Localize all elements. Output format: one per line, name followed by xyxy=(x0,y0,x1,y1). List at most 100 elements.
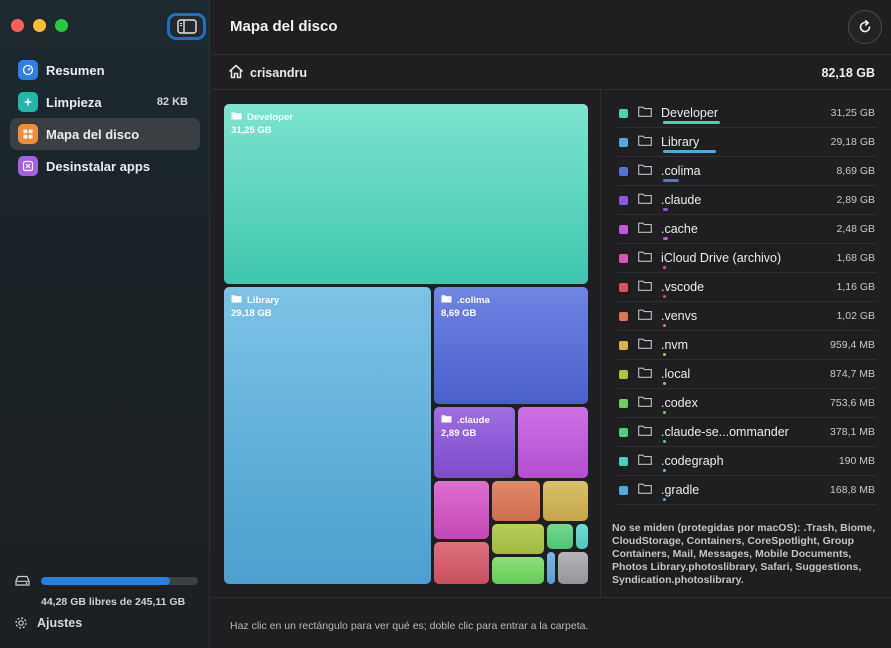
treemap-tile-library[interactable]: Library 29,18 GB xyxy=(224,287,431,584)
folder-size: 2,48 GB xyxy=(836,223,875,235)
size-share-bar xyxy=(663,237,668,240)
folder-size: 1,68 GB xyxy=(836,252,875,264)
sidebar-item-limpieza[interactable]: Limpieza 82 KB xyxy=(10,86,200,118)
folder-name: iCloud Drive (archivo) xyxy=(661,251,782,265)
size-share-bar xyxy=(663,382,666,385)
folder-name: .codegraph xyxy=(661,454,724,468)
treemap-tile[interactable] xyxy=(518,407,588,478)
folder-size: 8,69 GB xyxy=(836,165,875,177)
folder-size: 2,89 GB xyxy=(836,194,875,206)
list-item[interactable]: .nvm 959,4 MB xyxy=(618,331,876,360)
refresh-icon xyxy=(859,20,871,33)
settings-button[interactable]: Ajustes xyxy=(14,616,82,630)
treemap-tile[interactable] xyxy=(434,481,489,539)
sidebar-item-label: Resumen xyxy=(46,62,105,78)
window-controls xyxy=(11,19,68,32)
list-item[interactable]: .colima 8,69 GB xyxy=(618,157,876,186)
gauge-icon xyxy=(18,60,38,80)
folder-size: 31,25 GB xyxy=(830,107,875,119)
footer-hint: Haz clic en un rectángulo para ver qué e… xyxy=(230,620,589,632)
treemap-tile[interactable] xyxy=(434,542,489,584)
treemap-tile[interactable] xyxy=(547,524,573,549)
color-swatch xyxy=(619,485,628,495)
size-share-bar xyxy=(663,353,666,356)
list-item[interactable]: .codegraph 190 MB xyxy=(618,447,876,476)
color-swatch xyxy=(619,340,628,350)
treemap-tile-claude[interactable]: .claude 2,89 GB xyxy=(434,407,515,478)
gear-icon xyxy=(15,617,27,629)
folder-name: .venvs xyxy=(661,309,698,323)
color-swatch xyxy=(619,108,628,118)
folder-name: .vscode xyxy=(661,280,705,294)
tile-size: 29,18 GB xyxy=(231,308,272,319)
folder-icon xyxy=(638,104,652,122)
treemap: Developer 31,25 GB Library 29,18 GB .col… xyxy=(224,104,589,585)
color-swatch xyxy=(619,224,628,234)
list-item[interactable]: Developer 31,25 GB xyxy=(618,99,876,128)
folder-size: 190 MB xyxy=(838,455,875,467)
treemap-tile[interactable] xyxy=(492,481,540,521)
sidebar-item-desinstalar-apps[interactable]: Desinstalar apps xyxy=(10,150,200,182)
folder-name: .nvm xyxy=(661,338,689,352)
list-item[interactable]: Library 29,18 GB xyxy=(618,128,876,157)
folder-icon xyxy=(638,249,652,267)
color-swatch xyxy=(619,253,628,263)
list-item[interactable]: iCloud Drive (archivo) 1,68 GB xyxy=(618,244,876,273)
zoom-window-button[interactable] xyxy=(55,19,68,32)
size-share-bar xyxy=(663,121,720,124)
tile-label: Library xyxy=(247,294,280,306)
folder-icon xyxy=(441,294,452,306)
list-item[interactable]: .codex 753,6 MB xyxy=(618,389,876,418)
folder-name: Library xyxy=(661,135,700,149)
list-item[interactable]: .cache 2,48 GB xyxy=(618,215,876,244)
main-content: Mapa del disco crisandru 82,18 GB Develo… xyxy=(211,0,891,648)
tile-size: 8,69 GB xyxy=(441,308,477,319)
folder-size: 753,6 MB xyxy=(830,397,875,409)
size-share-bar xyxy=(663,208,668,211)
list-item[interactable]: .venvs 1,02 GB xyxy=(618,302,876,331)
storage-summary: 44,28 GB libres de 245,11 GB xyxy=(14,575,198,608)
drive-icon xyxy=(15,575,30,586)
treemap-tile[interactable] xyxy=(576,524,588,549)
size-share-bar xyxy=(663,440,666,443)
sidebar: Resumen Limpieza 82 KB Mapa del disco De… xyxy=(0,0,210,648)
list-item[interactable]: .vscode 1,16 GB xyxy=(618,273,876,302)
treemap-tile[interactable] xyxy=(492,524,544,554)
color-swatch xyxy=(619,195,628,205)
folder-size: 168,8 MB xyxy=(830,484,875,496)
treemap-tile-colima[interactable]: .colima 8,69 GB xyxy=(434,287,588,404)
divider xyxy=(600,90,601,597)
sparkle-icon xyxy=(18,92,38,112)
treemap-tile-developer[interactable]: Developer 31,25 GB xyxy=(224,104,588,284)
close-window-button[interactable] xyxy=(11,19,24,32)
sidebar-item-resumen[interactable]: Resumen xyxy=(10,54,200,86)
xmark-box-icon xyxy=(18,156,38,176)
tile-size: 2,89 GB xyxy=(441,428,477,439)
folder-list: Developer 31,25 GB Library 29,18 GB .colima 8… xyxy=(618,99,876,505)
folder-icon xyxy=(441,414,452,426)
size-share-bar xyxy=(663,411,666,414)
color-swatch xyxy=(619,369,628,379)
path-bar: crisandru 82,18 GB xyxy=(211,54,891,90)
home-icon[interactable] xyxy=(228,64,244,79)
sidebar-toggle-button[interactable] xyxy=(167,13,206,40)
folder-icon xyxy=(638,162,652,180)
refresh-button[interactable] xyxy=(848,10,882,44)
tile-label: .claude xyxy=(457,414,490,426)
folder-icon xyxy=(638,278,652,296)
treemap-tile[interactable] xyxy=(543,481,588,521)
sidebar-item-mapa-del-disco[interactable]: Mapa del disco xyxy=(10,118,200,150)
folder-icon xyxy=(231,294,242,306)
list-item[interactable]: .gradle 168,8 MB xyxy=(618,476,876,505)
list-item[interactable]: .local 874,7 MB xyxy=(618,360,876,389)
treemap-tile[interactable] xyxy=(492,557,544,584)
color-swatch xyxy=(619,398,628,408)
minimize-window-button[interactable] xyxy=(33,19,46,32)
folder-name: Developer xyxy=(661,106,718,120)
list-item[interactable]: .claude-se...ommander 378,1 MB xyxy=(618,418,876,447)
list-item[interactable]: .claude 2,89 GB xyxy=(618,186,876,215)
treemap-tile[interactable] xyxy=(558,552,588,584)
treemap-tile[interactable] xyxy=(547,552,555,584)
size-share-bar xyxy=(663,295,666,298)
folder-icon xyxy=(638,133,652,151)
